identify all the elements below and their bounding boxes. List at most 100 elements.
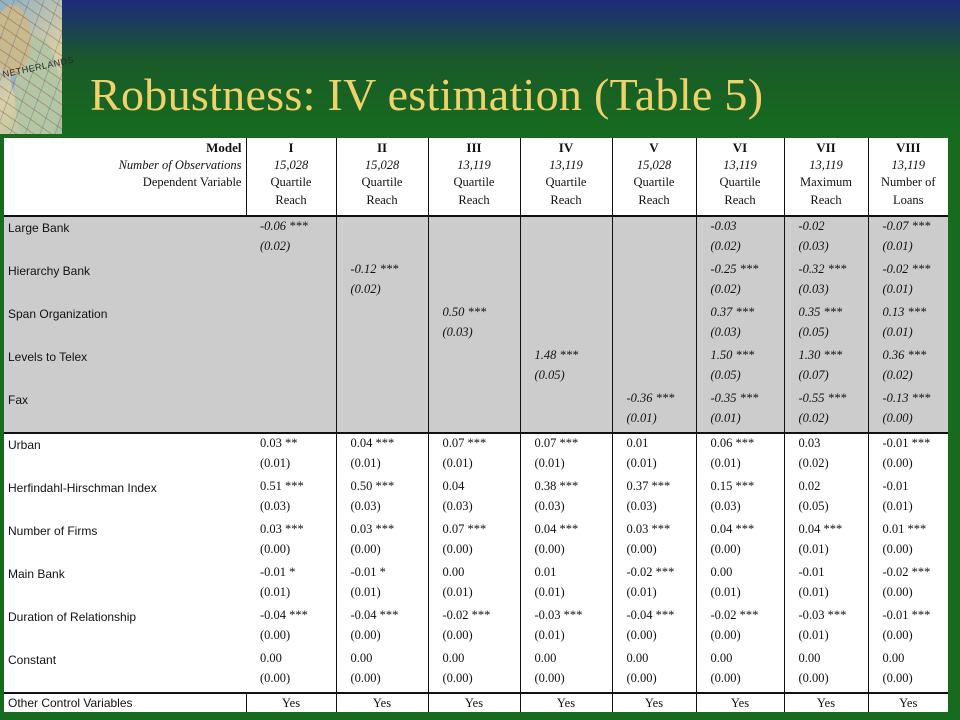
std-error: (0.00) (260, 541, 291, 556)
table-cell: 0.03 *** (0.00) (336, 520, 429, 563)
estimate: 0.06 *** (710, 436, 755, 450)
estimate: -0.12 *** (350, 262, 399, 276)
estimate (246, 303, 335, 323)
std-error: (0.02) (710, 238, 741, 253)
header-obs: 13,119 (457, 157, 491, 172)
header-obs: 13,119 (549, 157, 583, 172)
estimate: -0.04 *** (626, 608, 675, 622)
table-cell: -0.01 * (0.01) (336, 563, 429, 606)
estimate (613, 346, 696, 366)
std-error (521, 280, 612, 300)
table-cell: 0.35 *** (0.05) (784, 303, 869, 346)
estimate (521, 260, 612, 280)
std-error: (0.03) (260, 498, 291, 513)
estimate: 0.00 (710, 651, 733, 665)
row-label: Constant (8, 653, 57, 667)
table-cell: 0.01 (0.01) (612, 433, 697, 477)
table-cell (246, 346, 337, 389)
std-error (429, 366, 520, 386)
std-error (613, 366, 696, 386)
table-cell: -0.12 *** (0.02) (336, 260, 429, 303)
estimate: 0.00 (710, 565, 733, 579)
table-cell: 0.03 *** (0.00) (246, 520, 337, 563)
header-dep1: Quartile (453, 175, 495, 189)
table-cell: -0.02 (0.03) (784, 216, 869, 260)
header-col-5: V 15,028 Quartile Reach (612, 138, 697, 216)
footer-row: Other Control Variables Yes Yes Yes Yes Yes Ye… (4, 692, 948, 712)
std-error: (0.01) (350, 584, 381, 599)
table-row: Span Organization 0.50 *** (0.03) 0.37 *** (… (4, 303, 948, 346)
table-cell: 1.50 *** (0.05) (696, 346, 785, 389)
header-dep1: Quartile (633, 175, 675, 189)
header-roman: I (288, 140, 294, 155)
table-cell (428, 260, 521, 303)
estimate: -0.01 *** (882, 608, 931, 622)
table-cell: -0.36 *** (0.01) (612, 389, 697, 433)
std-error: (0.00) (442, 670, 473, 685)
table-cell: 0.07 *** (0.00) (428, 520, 521, 563)
std-error: (0.02) (798, 410, 829, 425)
header-col-2: II 15,028 Quartile Reach (336, 138, 429, 216)
table-cell: 0.04 *** (0.01) (336, 433, 429, 477)
std-error (613, 280, 696, 300)
table-cell: 0.00 (0.01) (428, 563, 521, 606)
row-label: Levels to Telex (4, 346, 246, 389)
std-error: (0.01) (882, 324, 913, 339)
table-cell: -0.04 *** (0.00) (612, 606, 697, 649)
estimate (613, 303, 696, 323)
header-col-6: VI 13,119 Quartile Reach (696, 138, 785, 216)
estimate (429, 346, 520, 366)
header-dep2: Reach (810, 192, 842, 207)
row-label: Duration of Relationship (8, 610, 137, 624)
estimate: -0.03 *** (534, 608, 583, 622)
header-roman: VII (816, 140, 836, 155)
map-lines (0, 0, 62, 134)
estimate: -0.03 (710, 219, 737, 233)
std-error: (0.05) (798, 324, 829, 339)
std-error (246, 409, 335, 429)
table-row: Urban 0.03 ** (0.01) 0.04 *** (0.01) 0.07 ***… (4, 433, 948, 477)
table-cell: -0.02 *** (0.01) (868, 260, 948, 303)
std-error: (0.01) (626, 584, 657, 599)
row-label: Number of Firms (8, 524, 98, 538)
header-roman: VIII (895, 140, 921, 155)
row-label: Hierarchy Bank (4, 260, 246, 303)
header-dep1: Quartile (545, 175, 587, 189)
estimate: 0.03 *** (260, 522, 304, 536)
std-error: (0.01) (534, 584, 565, 599)
header-col-8: VIII 13,119 Number of Loans (868, 138, 948, 216)
regression-table: Model Number of Observations Dependent V… (4, 138, 948, 712)
estimate: 0.07 *** (442, 436, 487, 450)
estimate: -0.02 (798, 219, 825, 233)
estimate: 0.07 *** (442, 522, 487, 536)
std-error: (0.02) (350, 281, 381, 296)
estimate: 0.03 (798, 436, 821, 450)
table-cell: 0.00 (0.00) (428, 649, 521, 693)
row-label: Herfindahl-Hirschman Index (8, 481, 157, 495)
table-cell: 0.00 (0.00) (784, 649, 869, 693)
table-cell: 0.00 (0.00) (336, 649, 429, 693)
table-row: Constant 0.00 (0.00) 0.00 (0.00) 0.00 (0.00) 0.… (4, 649, 948, 693)
table-cell (520, 389, 613, 433)
estimate: 0.37 *** (626, 479, 671, 493)
footer-cell: Yes (784, 692, 869, 712)
model-label: Model (206, 140, 242, 155)
header-col-1: I 15,028 Quartile Reach (246, 138, 337, 216)
table-cell: -0.13 *** (0.00) (868, 389, 948, 433)
estimate: 0.04 *** (710, 522, 755, 536)
estimate: 0.01 *** (882, 522, 927, 536)
table-cell: 0.00 (0.00) (520, 649, 613, 693)
std-error (246, 366, 335, 386)
table-cell: 0.51 *** (0.03) (246, 477, 337, 520)
estimate: 0.50 *** (442, 305, 487, 319)
std-error: (0.01) (626, 410, 657, 425)
std-error: (0.00) (798, 670, 829, 685)
std-error: (0.00) (260, 670, 291, 685)
table-cell: 0.01 *** (0.00) (868, 520, 948, 563)
table-cell: -0.01 * (0.01) (246, 563, 337, 606)
estimate: 0.04 *** (534, 522, 579, 536)
std-error: (0.00) (442, 541, 473, 556)
map-thumbnail: NETHERLANDS (0, 0, 75, 134)
table-cell: -0.03 *** (0.01) (520, 606, 613, 649)
header-dep2: Reach (275, 192, 307, 207)
